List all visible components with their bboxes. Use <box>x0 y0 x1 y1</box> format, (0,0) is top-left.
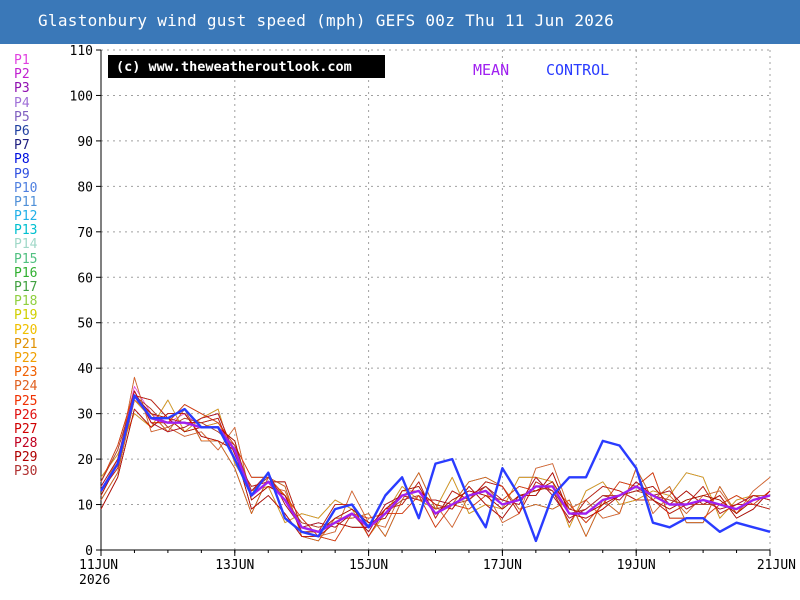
legend-control-label: CONTROL <box>546 61 609 79</box>
series-lines <box>99 376 771 543</box>
perturbation-legend: P1 P2 P3 P4 P5 P6 P7 P8 P9 P10 P11 P12 P13 P14 P15 P16 P… <box>14 53 38 480</box>
x-tick-sublabel: 2026 <box>79 573 110 588</box>
legend-item-p6: P6 <box>14 123 30 139</box>
legend-item-p9: P9 <box>14 166 30 182</box>
y-tick-label: 80 <box>77 180 93 195</box>
series-line-p1 <box>100 385 771 533</box>
legend-item-p1: P1 <box>14 53 30 68</box>
x-tick-label: 17JUN <box>483 558 522 573</box>
x-tick-label: 15JUN <box>349 558 388 573</box>
legend-item-p14: P14 <box>14 237 38 253</box>
y-tick-label: 110 <box>70 44 93 59</box>
legend-item-p11: P11 <box>14 194 38 210</box>
watermark-box <box>108 55 385 78</box>
series-line-p23 <box>100 399 770 542</box>
legend-item-p26: P26 <box>14 407 38 423</box>
y-tick-label: 50 <box>77 317 93 332</box>
y-tick-label: 0 <box>85 544 93 559</box>
y-tick-label: 40 <box>77 362 93 377</box>
legend-item-p5: P5 <box>14 109 30 125</box>
x-tick-label: 21JUN <box>757 558 796 573</box>
legend-item-p17: P17 <box>14 280 38 295</box>
legend-item-p15: P15 <box>14 251 38 267</box>
legend-item-p7: P7 <box>14 138 30 154</box>
overlay: (c) www.theweatheroutlook.com MEAN CONTR… <box>108 55 609 79</box>
series-line-p13 <box>100 399 770 542</box>
y-tick-label: 70 <box>77 226 93 241</box>
legend-item-p23: P23 <box>14 365 38 381</box>
legend-item-p20: P20 <box>14 322 38 338</box>
series-line-p28 <box>100 390 771 533</box>
legend-item-p18: P18 <box>14 294 38 310</box>
watermark-text: (c) www.theweatheroutlook.com <box>116 59 352 75</box>
legend-mean-label: MEAN <box>473 61 509 79</box>
series-line-p8 <box>100 390 771 533</box>
y-tick-label: 30 <box>77 408 93 423</box>
legend-item-p10: P10 <box>14 180 38 196</box>
legend-item-p25: P25 <box>14 393 38 409</box>
x-tick-label: 19JUN <box>617 558 656 573</box>
legend-item-p12: P12 <box>14 209 38 225</box>
legend-item-p19: P19 <box>14 308 38 324</box>
legend-item-p4: P4 <box>14 95 30 111</box>
x-tick-label: 11JUN <box>79 558 118 573</box>
y-tick-label: 60 <box>77 271 93 286</box>
y-tick-label: 90 <box>77 135 93 150</box>
series-line-p10 <box>100 395 771 528</box>
series-line-p3 <box>100 399 770 542</box>
y-tick-label: 100 <box>70 89 93 104</box>
series-line-p20 <box>100 395 771 528</box>
legend-item-p16: P16 <box>14 265 38 281</box>
grid <box>101 49 771 550</box>
legend-item-p2: P2 <box>14 67 30 83</box>
legend-item-p13: P13 <box>14 223 38 239</box>
series-line-p22 <box>100 399 771 537</box>
series-line-control <box>99 394 771 543</box>
x-tick-label: 13JUN <box>215 558 254 573</box>
legend-item-p21: P21 <box>14 336 38 352</box>
series-line-p18 <box>100 390 771 533</box>
legend-item-p22: P22 <box>14 350 38 366</box>
series-line-p27 <box>100 408 771 537</box>
series-line-p30 <box>100 395 771 528</box>
legend-item-p8: P8 <box>14 152 30 168</box>
legend-item-p29: P29 <box>14 450 38 466</box>
legend-item-p30: P30 <box>14 464 38 480</box>
page-title: Glastonbury wind gust speed (mph) GEFS 0… <box>38 11 615 30</box>
series-line-p2 <box>100 399 771 537</box>
y-tick-label: 20 <box>77 453 93 468</box>
series-line-p26 <box>100 395 771 537</box>
legend-item-p24: P24 <box>14 379 38 395</box>
legend-item-p27: P27 <box>14 421 38 437</box>
legend-item-p3: P3 <box>14 81 30 97</box>
y-tick-label: 10 <box>77 499 93 514</box>
legend-item-p28: P28 <box>14 436 38 452</box>
series-line-p12 <box>100 399 771 537</box>
title-bar: Glastonbury wind gust speed (mph) GEFS 0… <box>0 0 800 44</box>
